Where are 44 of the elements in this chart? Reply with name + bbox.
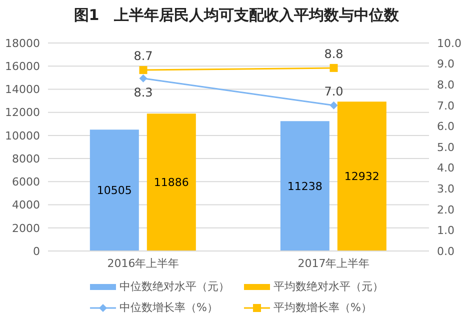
point [330,64,338,72]
y2-tick-label: 3.0 [437,182,454,196]
y2-tick-label: 6.0 [437,120,454,134]
y2-tick-label: 0.0 [437,244,454,258]
y2-tick-label: 7.0 [437,99,454,112]
y-tick-label: 4000 [12,198,40,212]
data-label: 11886 [154,176,189,190]
y-tick-label: 2000 [12,222,40,235]
y2-tick-label: 8.0 [437,78,454,92]
y2-tick-label: 1.0 [437,224,454,238]
y-tick-label: 8000 [12,152,40,166]
data-label: 8.3 [134,85,153,100]
y2-tick-label: 4.0 [437,162,454,175]
y-tick-label: 16000 [5,60,40,74]
y-tick-label: 14000 [5,83,40,96]
bar [280,121,330,251]
point [139,66,148,74]
bar [146,114,196,251]
data-label: 8.7 [134,49,153,64]
y2-tick-label: 9.0 [437,58,454,71]
legend-label: 平均数绝对水平（元） [274,279,384,294]
point [139,74,148,82]
data-label: 8.8 [324,46,344,61]
y2-tick-label: 10.0 [437,36,462,50]
chart-title: 图1 上半年居民人均可支配收入平均数与中位数 [72,6,400,25]
y-tick-label: 18000 [5,36,40,50]
legend-label: 平均数增长率（%） [274,300,372,315]
x-tick-label: 2016年上半年 [107,256,180,270]
data-label: 7.0 [324,84,344,98]
y-tick-label: 6000 [12,176,40,189]
y-tick-label: 12000 [5,106,40,120]
bar [90,130,139,251]
data-label: 11238 [287,180,322,193]
data-label: 12932 [344,170,380,184]
x-tick-label: 2017年上半年 [298,256,370,270]
data-label: 10505 [96,184,132,198]
legend-label: 中位数绝对水平（元） [120,279,230,294]
y2-tick-label: 5.0 [437,140,454,154]
point [330,101,338,110]
y-tick-label: 10000 [5,129,40,142]
legend-label: 中位数增长率（%） [120,300,218,315]
y-tick-label: 0 [33,244,40,258]
y2-tick-label: 2.0 [437,203,454,216]
bar [337,102,386,251]
